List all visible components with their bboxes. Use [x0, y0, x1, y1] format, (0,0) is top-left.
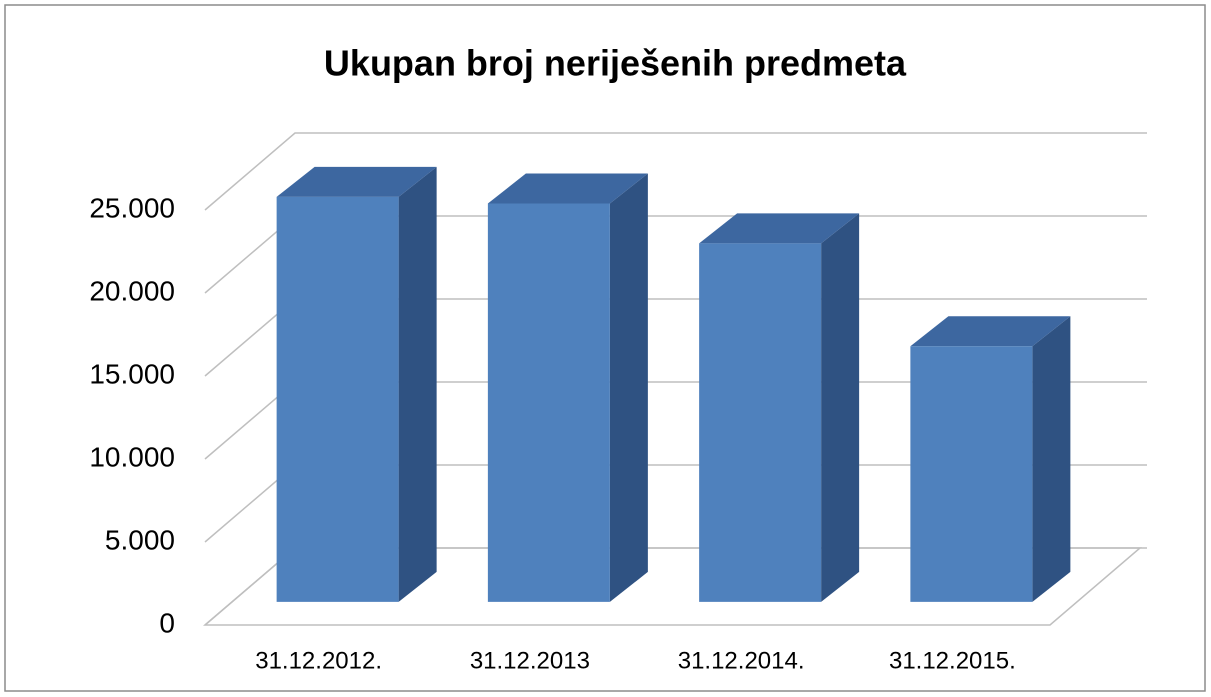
- y-tick-label: 20.000: [89, 275, 175, 306]
- x-tick-label: 31.12.2015.: [889, 647, 1016, 674]
- y-tick-label: 10.000: [89, 441, 175, 472]
- grid-line: [204, 132, 1147, 211]
- bar-front: [699, 243, 822, 602]
- x-tick-label: 31.12.2013: [470, 647, 590, 674]
- bar-top: [910, 316, 1071, 347]
- bar-top: [487, 173, 648, 204]
- bar: [487, 173, 648, 602]
- bar-front: [276, 196, 399, 602]
- y-tick-label: 15.000: [89, 358, 175, 389]
- bar: [699, 213, 860, 602]
- y-tick-label: 0: [159, 607, 175, 638]
- bar-top: [276, 166, 437, 197]
- y-tick-label: 25.000: [89, 192, 175, 223]
- bar-side: [609, 173, 648, 602]
- bar: [276, 166, 437, 602]
- bar-front: [910, 346, 1033, 602]
- chart-title: Ukupan broj neriješenih predmeta: [324, 43, 907, 84]
- y-tick-label: 5.000: [105, 524, 175, 555]
- bar: [910, 316, 1071, 602]
- x-tick-label: 31.12.2012.: [255, 647, 382, 674]
- bar-side: [398, 166, 437, 602]
- x-tick-label: 31.12.2014.: [678, 647, 805, 674]
- bar-top: [699, 213, 860, 244]
- bar-side: [821, 213, 860, 602]
- bar-side: [1032, 316, 1071, 602]
- bar-front: [487, 203, 610, 602]
